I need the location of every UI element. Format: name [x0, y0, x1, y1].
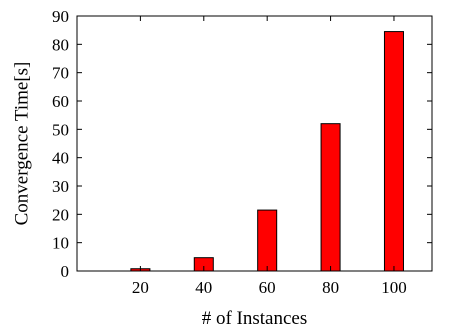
axes-layer — [76, 15, 433, 272]
y-tick-label-0: 0 — [61, 262, 70, 281]
y-tick-label-60: 60 — [52, 92, 69, 111]
y-axis-ticks: 0 10 20 30 40 50 60 70 80 90 — [52, 7, 432, 281]
y-axis-title: Convergence Time[s] — [11, 62, 32, 226]
y-tick-label-30: 30 — [52, 177, 69, 196]
x-axis-title: # of Instances — [202, 308, 308, 329]
bars-layer — [130, 31, 404, 272]
x-tick-label-80: 80 — [322, 278, 339, 297]
bar-100 — [383, 31, 404, 272]
y-tick-label-80: 80 — [52, 35, 69, 54]
x-tick-label-20: 20 — [132, 278, 149, 297]
x-tick-label-40: 40 — [195, 278, 212, 297]
bar-80 — [320, 123, 341, 272]
x-tick-label-60: 60 — [259, 278, 276, 297]
x-axis-ticks: 20 40 60 80 100 — [132, 16, 407, 297]
y-tick-label-70: 70 — [52, 64, 69, 83]
plot-frame — [76, 15, 433, 272]
y-tick-label-90: 90 — [52, 7, 69, 26]
y-tick-label-40: 40 — [52, 149, 69, 168]
y-tick-label-50: 50 — [52, 120, 69, 139]
x-tick-label-100: 100 — [381, 278, 407, 297]
bar-60 — [257, 209, 278, 272]
y-tick-label-10: 10 — [52, 234, 69, 253]
y-tick-label-20: 20 — [52, 205, 69, 224]
